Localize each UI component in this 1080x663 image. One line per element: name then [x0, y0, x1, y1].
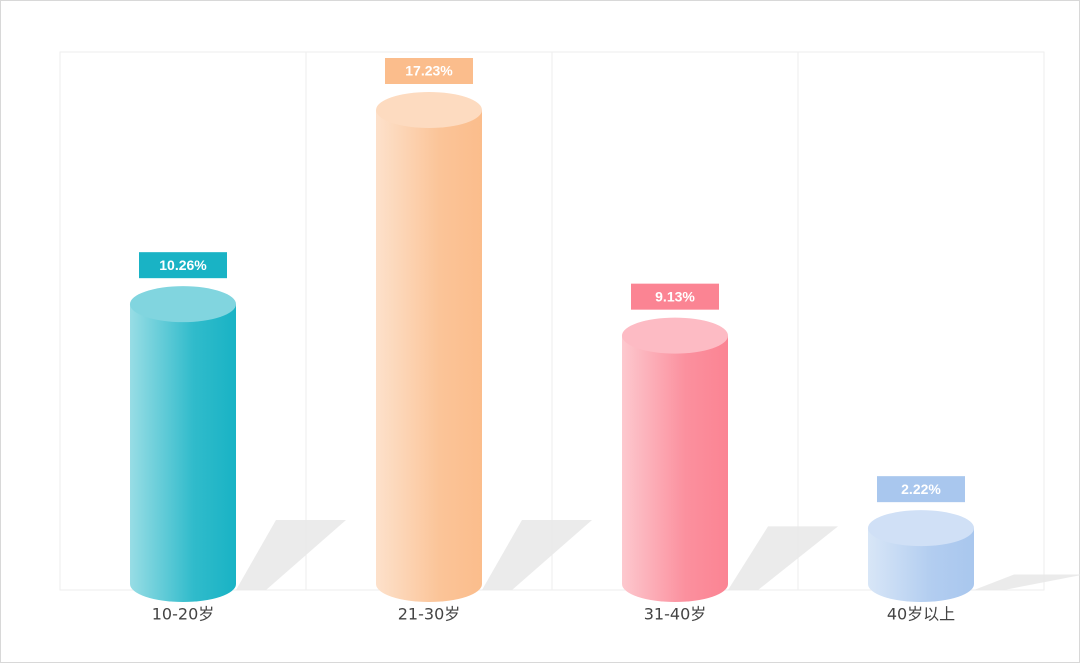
value-label-box	[877, 476, 965, 503]
cylinder-top	[868, 510, 974, 547]
cylinder-top	[130, 286, 236, 323]
shadow	[728, 526, 838, 590]
bar	[622, 335, 728, 602]
bar	[868, 528, 974, 602]
value-label: 10.26%	[159, 257, 207, 273]
shadow	[482, 520, 592, 590]
shadow	[236, 520, 346, 590]
bar	[130, 304, 236, 602]
value-label-box	[139, 252, 227, 279]
value-label: 9.13%	[655, 288, 695, 304]
bar	[376, 110, 482, 602]
value-label-box	[385, 58, 473, 84]
x-tick-label: 40岁以上	[887, 605, 955, 624]
value-label-box	[631, 283, 719, 310]
x-tick-label: 10-20岁	[152, 605, 215, 624]
cylinder-top	[622, 317, 728, 354]
value-label: 2.22%	[901, 481, 941, 497]
value-label: 17.23%	[405, 63, 453, 79]
shadow	[974, 574, 1080, 590]
x-tick-label: 21-30岁	[398, 605, 461, 624]
cylinder-top	[376, 92, 482, 128]
x-tick-label: 31-40岁	[644, 605, 707, 624]
